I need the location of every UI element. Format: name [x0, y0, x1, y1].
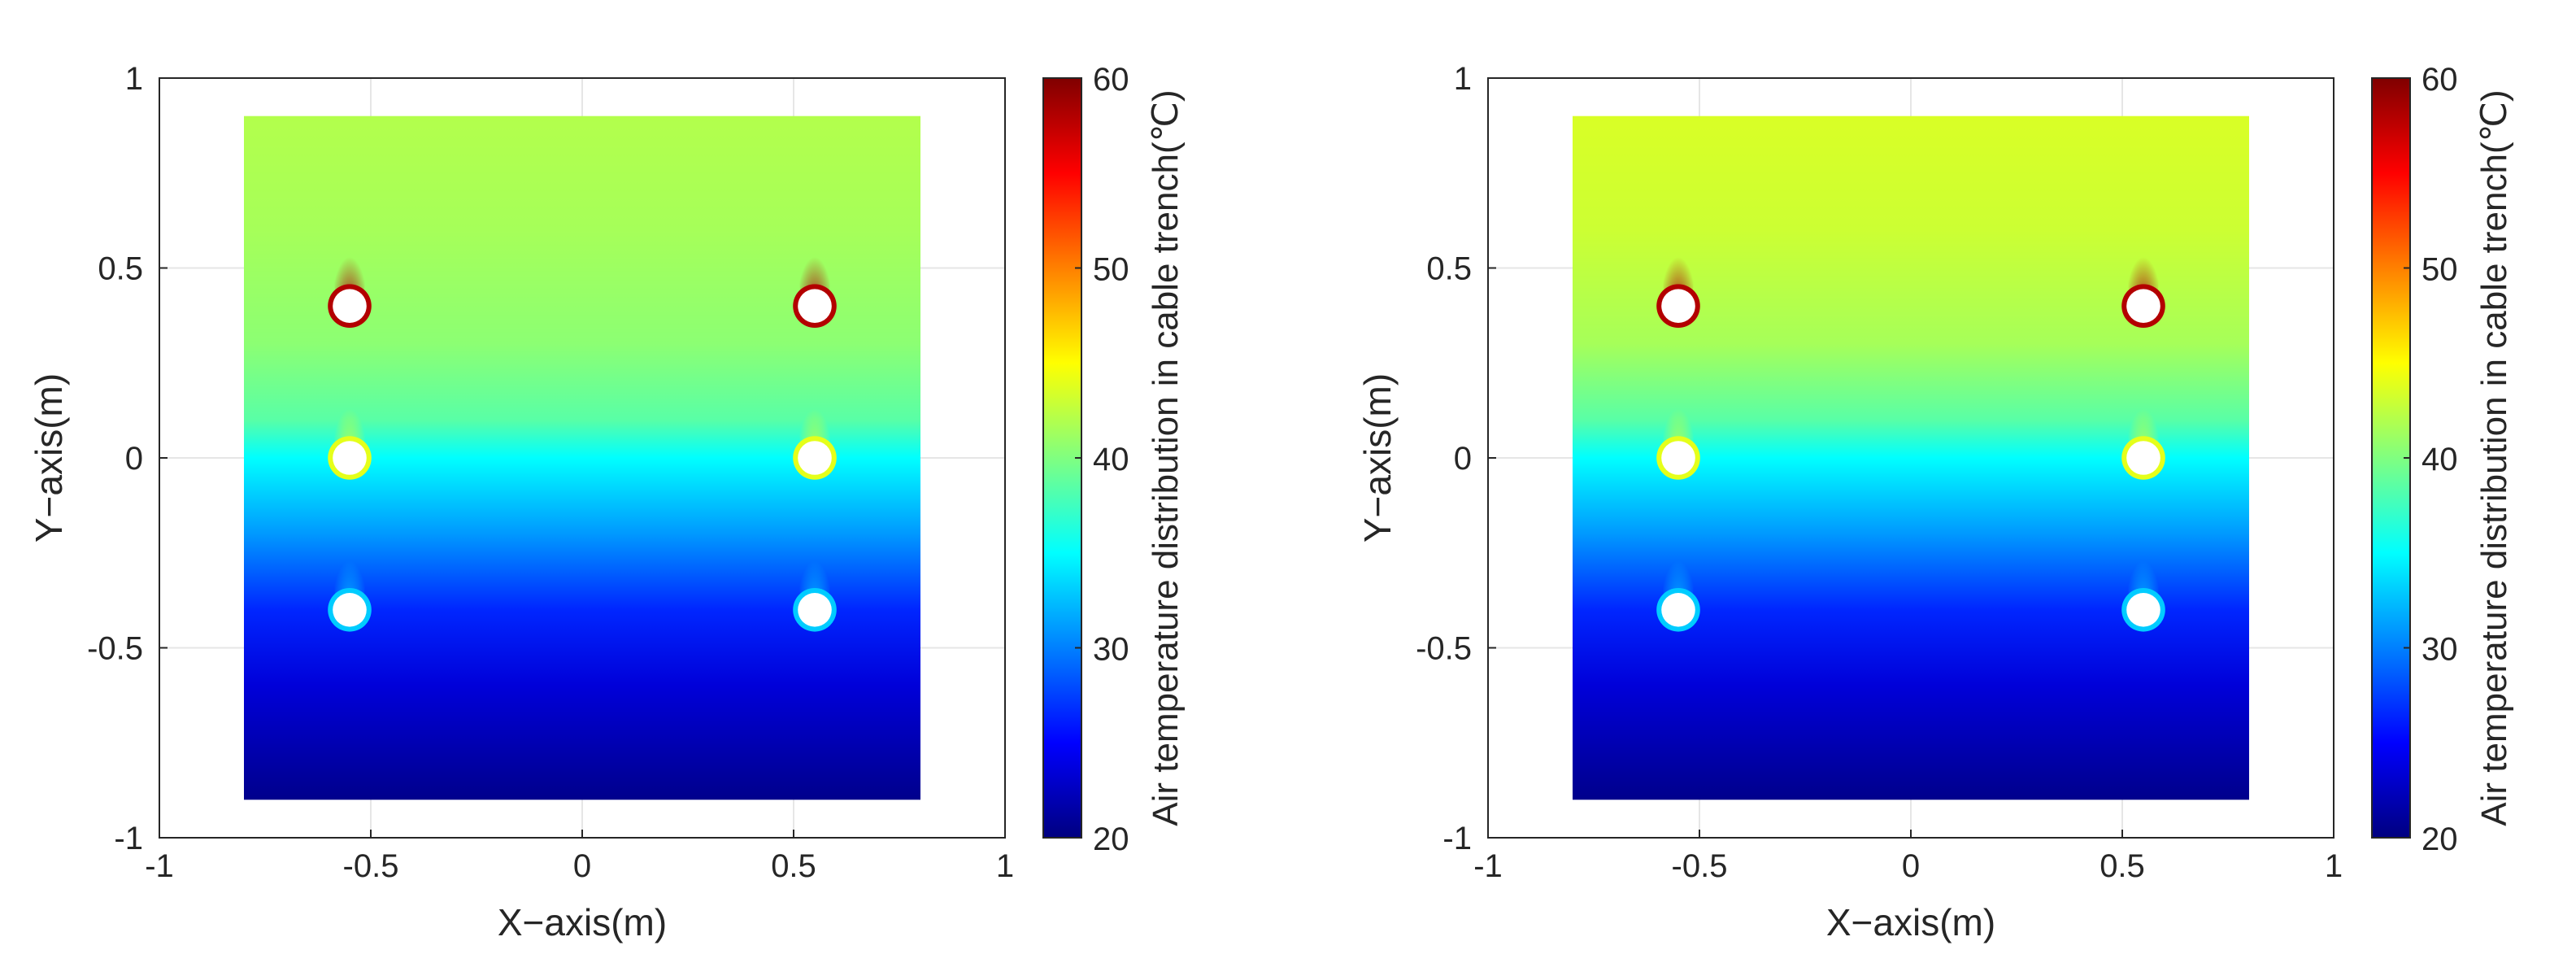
x-tick-label: 1 [996, 848, 1014, 884]
cable [2126, 289, 2160, 324]
y-tick-label: 0 [125, 441, 143, 477]
cable [333, 593, 367, 627]
x-axis-title: X−axis(m) [498, 901, 667, 943]
y-axis-title: Y−axis(m) [1356, 373, 1399, 542]
y-tick-label: -0.5 [1416, 631, 1472, 667]
x-tick-label: 0.5 [771, 848, 816, 884]
cable [1661, 441, 1695, 475]
x-axis-title: X−axis(m) [1826, 901, 1995, 943]
cable [798, 289, 832, 324]
y-tick-label: 1 [125, 61, 143, 97]
y-tick-label: 0 [1454, 441, 1472, 477]
y-tick-label: -1 [114, 821, 143, 856]
y-tick-label: -1 [1442, 821, 1472, 856]
cable [333, 289, 367, 324]
colorbar-tick-label: 20 [2422, 821, 2458, 857]
y-axis-title: Y−axis(m) [28, 373, 70, 542]
panel-right: -1 -0.5 0 0.5 1 -1 -0.5 0 0.5 1 X−axis(m) Y−axis(m)… [1356, 61, 2514, 943]
colorbar-tick-label: 40 [2422, 442, 2458, 477]
colorbar-tick-label: 30 [1093, 632, 1129, 668]
colorbar-tick-label: 40 [1093, 442, 1129, 477]
colorbar-tick-label: 60 [1093, 62, 1129, 98]
x-tick-label: -0.5 [1672, 848, 1728, 884]
colorbar-tick-label: 30 [2422, 632, 2458, 668]
y-tick-label: 0.5 [98, 251, 143, 287]
cable [798, 593, 832, 627]
cable [798, 441, 832, 475]
colorbar-title: Air temperature distribution in cable tr… [1146, 89, 1186, 826]
cable [1661, 593, 1695, 627]
cable [2126, 593, 2160, 627]
x-tick-label: 0 [573, 848, 591, 884]
x-tick-label: 1 [2325, 848, 2343, 884]
x-tick-label: 0.5 [2100, 848, 2145, 884]
cable [333, 441, 367, 475]
y-tick-label: -0.5 [87, 631, 143, 667]
x-tick-label: 0 [1902, 848, 1920, 884]
y-tick-label: 0.5 [1426, 251, 1472, 287]
colorbar-tick-label: 50 [1093, 252, 1129, 288]
x-tick-label: -0.5 [343, 848, 399, 884]
colorbar-tick-label: 50 [2422, 252, 2458, 288]
colorbar-title: Air temperature distribution in cable tr… [2474, 89, 2514, 826]
x-tick-label: -1 [1473, 848, 1503, 884]
x-tick-label: -1 [145, 848, 174, 884]
colorbar-tick-label: 20 [1093, 821, 1129, 857]
y-tick-label: 1 [1454, 61, 1472, 97]
cable [2126, 441, 2160, 475]
colorbar-tick-label: 60 [2422, 62, 2458, 98]
panel-left: -1 -0.5 0 0.5 1 -1 -0.5 0 0.5 1 X−axis(m) Y−axis(m)… [28, 61, 1186, 943]
cable [1661, 289, 1695, 324]
